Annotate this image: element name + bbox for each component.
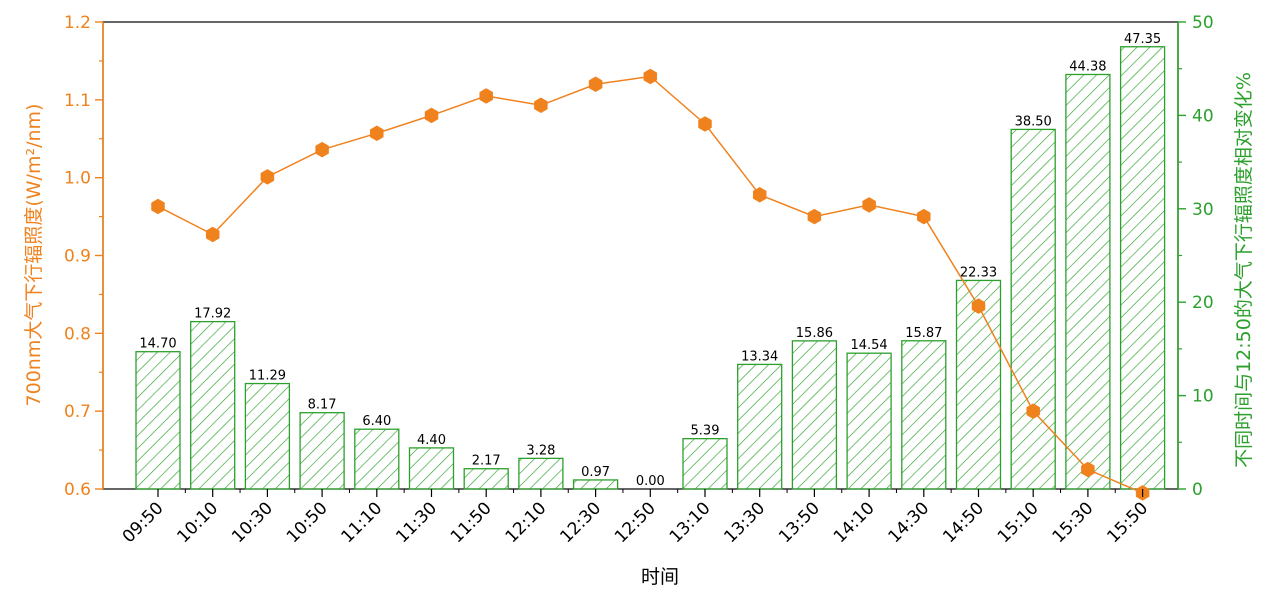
x-tick-label-12:50: 12:50 <box>611 498 660 547</box>
y-left-tick-label: 0.8 <box>64 324 91 344</box>
y-right-tick-label: 50 <box>1192 13 1214 33</box>
line-point-12:10 <box>534 97 548 114</box>
x-tick-label-13:30: 13:30 <box>720 498 769 547</box>
y-left-tick-label: 1.1 <box>64 91 91 111</box>
bar-labels-layer: 14.70 17.92 11.29 8.17 6.40 4.40 2.17 3.28 0.97 0… <box>139 32 1161 489</box>
bar-10:30 <box>244 382 291 490</box>
y-right-tick-label: 0 <box>1192 480 1203 500</box>
line-point-11:50 <box>479 88 493 104</box>
bar-15:10 <box>1010 128 1056 490</box>
bar-label-10:50: 8.17 <box>308 398 337 413</box>
y-left-axis-title: 700nm大气下行辐照度(W/m²/nm) <box>23 104 45 407</box>
line-point-14:50 <box>971 298 986 314</box>
y-left-tick-label: 1.0 <box>64 169 91 189</box>
x-tick-label-12:10: 12:10 <box>502 498 551 547</box>
y-left-tick-label: 0.6 <box>64 480 91 500</box>
line-point-10:10 <box>205 226 220 243</box>
line-point-15:30 <box>1081 461 1095 478</box>
bar-label-12:10: 3.28 <box>526 443 555 458</box>
y-right-tick-label: 40 <box>1192 106 1214 126</box>
x-tick-label-14:10: 14:10 <box>830 498 879 547</box>
y-right-tick-label: 10 <box>1192 387 1214 407</box>
x-tick-label-11:30: 11:30 <box>392 498 441 547</box>
bar-12:30 <box>572 479 619 490</box>
line-point-10:50 <box>315 141 329 158</box>
bar-label-13:50: 15.86 <box>796 326 833 341</box>
bars-layer <box>135 46 1166 490</box>
bar-label-10:30: 11.29 <box>249 369 286 384</box>
line-point-11:30 <box>424 107 439 124</box>
x-tick-label-10:10: 10:10 <box>173 498 222 547</box>
bar-label-11:50: 2.17 <box>472 454 501 469</box>
bar-label-14:30: 15.87 <box>905 326 942 341</box>
bar-09:50 <box>135 351 181 490</box>
bar-11:50 <box>463 468 509 490</box>
x-tick-label-13:50: 13:50 <box>775 498 824 547</box>
bar-label-14:50: 22.33 <box>960 265 997 280</box>
line-point-12:50 <box>643 68 658 85</box>
y-right-axis-title: 不同时间与12:50的大气下行辐照度相对变化% <box>1233 72 1255 468</box>
line-layer <box>151 68 1150 501</box>
x-tick-label-15:50: 15:50 <box>1103 498 1152 547</box>
y-left-axis: 0.6 0.7 0.8 0.9 1.0 1.1 1.2 <box>64 13 104 500</box>
line-point-11:10 <box>370 125 384 142</box>
bar-label-11:30: 4.40 <box>417 433 446 448</box>
line-point-13:50 <box>807 208 822 225</box>
bar-11:30 <box>408 447 455 490</box>
bar-12:10 <box>518 457 564 490</box>
line-point-15:10 <box>1026 403 1040 419</box>
bar-13:30 <box>737 363 783 490</box>
bar-label-11:10: 6.40 <box>362 414 391 429</box>
line-point-12:30 <box>588 76 603 93</box>
line-point-13:30 <box>752 187 767 203</box>
bar-label-15:30: 44.38 <box>1069 59 1106 74</box>
bar-10:10 <box>190 320 236 490</box>
x-tick-label-09:50: 09:50 <box>119 498 168 547</box>
bar-15:30 <box>1065 73 1111 490</box>
bar-label-14:10: 14.54 <box>850 338 887 353</box>
x-tick-label-11:10: 11:10 <box>338 498 387 547</box>
y-left-tick-label: 0.9 <box>64 247 91 267</box>
y-right-tick-label: 20 <box>1192 293 1214 313</box>
x-tick-label-15:10: 15:10 <box>994 498 1043 547</box>
bar-13:50 <box>791 340 838 490</box>
bar-label-12:30: 0.97 <box>581 465 610 480</box>
x-tick-label-15:30: 15:30 <box>1049 498 1098 547</box>
y-left-tick-label: 1.2 <box>64 13 91 33</box>
bar-10:50 <box>299 412 345 490</box>
line-point-14:10 <box>862 197 876 213</box>
x-axis: 09:50 10:10 10:30 10:50 11:10 11:30 11:50 12:10… <box>119 489 1152 547</box>
y-right-axis: 0 10 20 30 40 50 <box>1177 13 1214 500</box>
line-point-09:50 <box>151 198 165 215</box>
y-right-tick-label: 30 <box>1192 200 1214 220</box>
x-tick-label-12:30: 12:30 <box>556 498 605 547</box>
bar-11:10 <box>354 428 400 490</box>
x-tick-label-14:30: 14:30 <box>885 498 934 547</box>
x-tick-label-10:50: 10:50 <box>283 498 332 547</box>
bar-label-15:10: 38.50 <box>1015 114 1052 129</box>
bar-13:10 <box>682 438 728 490</box>
bar-label-15:50: 47.35 <box>1124 32 1161 47</box>
bar-14:30 <box>901 340 947 490</box>
line-point-13:10 <box>698 116 712 132</box>
bar-label-09:50: 14.70 <box>139 337 176 352</box>
x-axis-title: 时间 <box>641 566 679 588</box>
y-left-tick-label: 0.7 <box>64 402 91 422</box>
bar-15:50 <box>1119 46 1166 490</box>
bar-label-13:30: 13.34 <box>741 349 778 364</box>
bar-14:10 <box>846 352 892 490</box>
x-tick-label-11:50: 11:50 <box>447 498 496 547</box>
x-tick-label-10:30: 10:30 <box>228 498 277 547</box>
x-tick-label-14:50: 14:50 <box>939 498 988 547</box>
bar-label-13:10: 5.39 <box>691 424 720 439</box>
bar-label-10:10: 17.92 <box>194 307 231 322</box>
bar-label-12:50: 0.00 <box>636 474 665 489</box>
line-point-14:30 <box>917 208 931 225</box>
line-point-10:30 <box>260 169 275 185</box>
x-tick-label-13:10: 13:10 <box>666 498 715 547</box>
